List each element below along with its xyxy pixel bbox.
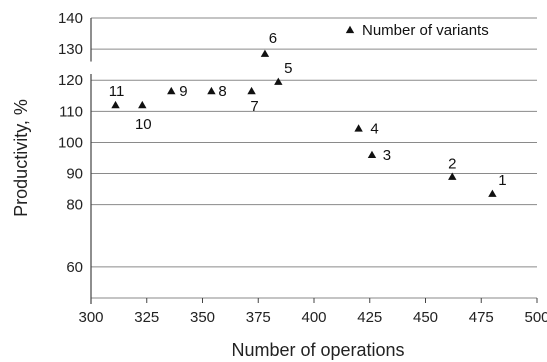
y-tick-label: 110 <box>59 103 83 120</box>
point-label-3: 3 <box>383 147 391 164</box>
data-point-5 <box>274 77 283 85</box>
x-tick-label: 425 <box>357 309 382 326</box>
x-tick-label: 300 <box>78 309 103 326</box>
y-tick-label: 140 <box>58 10 83 27</box>
data-point-1 <box>488 189 497 197</box>
point-label-8: 8 <box>218 83 226 100</box>
y-axis-title: Productivity, % <box>11 99 31 217</box>
data-point-4 <box>354 124 363 132</box>
legend-entry-label: Number of variants <box>362 22 489 39</box>
y-tick-label: 100 <box>58 134 83 151</box>
y-tick-label: 90 <box>66 166 83 183</box>
x-tick-label: 450 <box>413 309 438 326</box>
x-tick-label: 475 <box>469 309 494 326</box>
point-label-6: 6 <box>269 30 277 47</box>
axis-layer <box>90 18 538 304</box>
point-label-7: 7 <box>250 98 258 115</box>
x-tick-label: 375 <box>246 309 271 326</box>
point-label-11: 11 <box>109 83 125 100</box>
x-tick-label: 500 <box>524 309 547 326</box>
legend-marker-triangle-icon <box>345 25 355 34</box>
y-tick-label: 130 <box>58 41 83 58</box>
x-axis-title: Number of operations <box>231 340 404 360</box>
data-point-3 <box>367 150 377 159</box>
grid-layer <box>91 17 537 268</box>
data-point-2 <box>448 172 457 180</box>
x-tick-label: 325 <box>134 309 159 326</box>
y-tick-label: 60 <box>66 259 83 276</box>
point-label-4: 4 <box>370 120 378 137</box>
point-label-1: 1 <box>498 172 506 189</box>
data-point-10 <box>138 100 147 109</box>
data-point-6 <box>260 49 270 57</box>
data-point-11 <box>111 100 120 109</box>
data-point-9 <box>167 86 176 95</box>
data-points <box>111 49 497 197</box>
point-label-10: 10 <box>135 116 152 133</box>
data-point-7 <box>247 86 256 95</box>
y-tick-label: 80 <box>66 197 83 214</box>
data-point-8 <box>207 86 216 95</box>
point-label-5: 5 <box>284 60 292 77</box>
point-label-2: 2 <box>448 156 456 173</box>
y-tick-label: 120 <box>58 72 83 89</box>
x-tick-label: 350 <box>190 309 215 326</box>
x-tick-label: 400 <box>301 309 326 326</box>
point-label-9: 9 <box>179 83 187 100</box>
legend: Number of variants <box>345 22 489 39</box>
